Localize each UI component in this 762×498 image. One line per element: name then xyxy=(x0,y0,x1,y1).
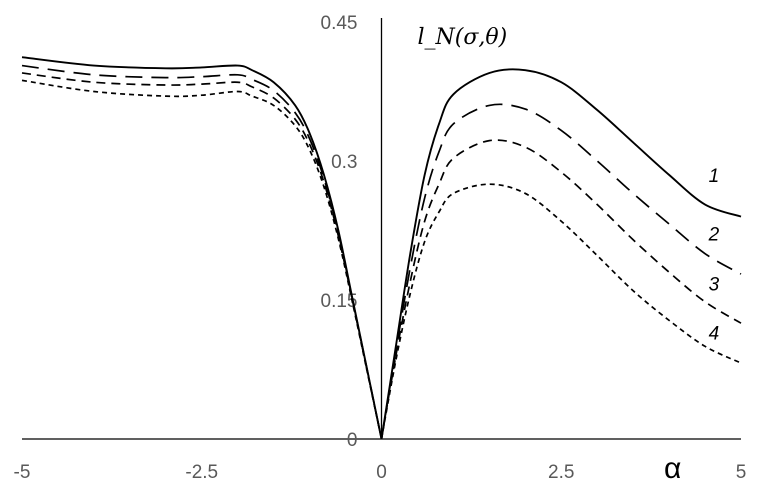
y-tick-labels: 0 0.15 0.3 0.45 xyxy=(321,13,358,451)
curve-label-1: 1 xyxy=(709,166,720,187)
curve-label-3: 3 xyxy=(709,274,720,295)
x-axis-label: α xyxy=(664,452,681,485)
y-axis-label: l_N(σ,θ) xyxy=(418,25,508,50)
curve-label-2: 2 xyxy=(708,224,720,245)
x-tick-labels: -5 -2.5 0 2.5 5 xyxy=(14,462,747,483)
y-tick-label: 0.3 xyxy=(331,152,357,173)
x-tick-label: 5 xyxy=(736,462,747,483)
x-tick-label: -5 xyxy=(14,462,31,483)
y-tick-label: 0.15 xyxy=(321,291,358,312)
axes xyxy=(22,18,741,440)
series-line-4 xyxy=(21,79,742,440)
curve-labels: 1 2 3 4 xyxy=(708,166,720,345)
y-tick-label: 0.45 xyxy=(321,13,358,34)
series-lines xyxy=(21,56,742,440)
x-tick-label: -2.5 xyxy=(185,462,218,483)
x-tick-label: 0 xyxy=(376,462,387,483)
curve-label-4: 4 xyxy=(709,323,720,344)
x-tick-label: 2.5 xyxy=(548,462,574,483)
y-tick-label: 0 xyxy=(347,430,358,451)
